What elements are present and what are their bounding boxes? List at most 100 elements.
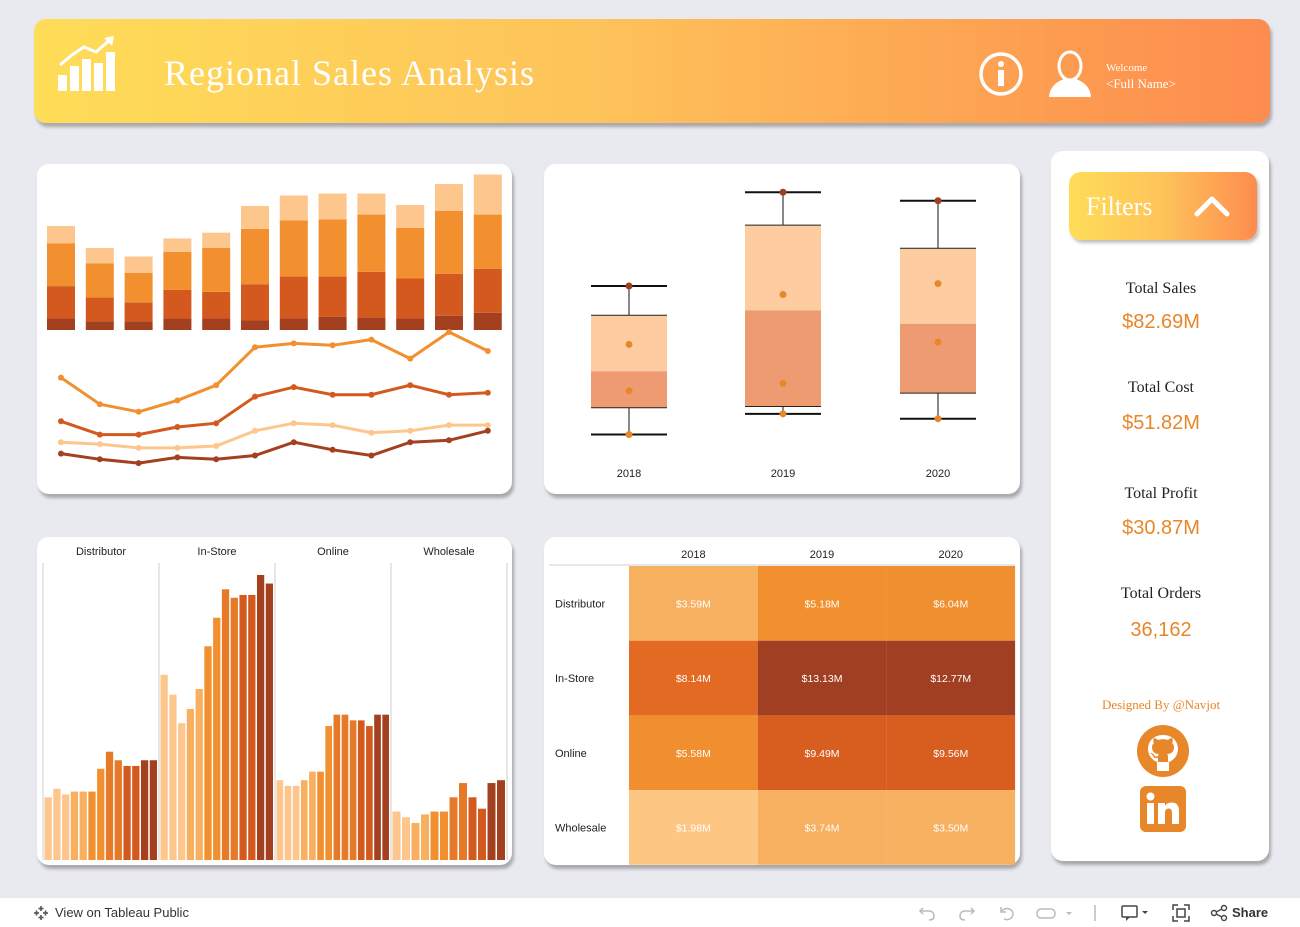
- box-point: [779, 379, 787, 387]
- trend-point: [446, 437, 452, 444]
- box-point: [625, 387, 633, 395]
- box-point: [934, 338, 942, 346]
- info-icon[interactable]: [977, 50, 1025, 98]
- heatmap-cell-label: $3.50M: [933, 822, 968, 834]
- channel-bar: [221, 589, 230, 860]
- trend-point: [135, 408, 142, 415]
- stacked-bar-segment: [202, 247, 231, 292]
- pause-icon[interactable]: [1036, 905, 1076, 921]
- stacked-bar-segment: [435, 273, 463, 316]
- stacked-bar-segment: [396, 205, 425, 228]
- share-icon[interactable]: [1210, 904, 1228, 922]
- stacked-bar-segment: [473, 312, 502, 330]
- trend-point: [329, 422, 336, 429]
- channel-bars-card: Distributor In-Store Online Wholesale: [37, 537, 512, 865]
- channel-bar: [140, 760, 149, 860]
- trend-point: [96, 431, 103, 438]
- trend-point: [135, 460, 142, 467]
- trend-point: [213, 456, 220, 463]
- channel-bar: [497, 780, 505, 860]
- channel-bar: [402, 817, 410, 860]
- stacked-bar-segment: [318, 316, 347, 330]
- stacked-bar-segment: [202, 232, 231, 248]
- box-x-label: 2020: [926, 468, 950, 480]
- channel-bar: [325, 726, 332, 860]
- trend-line: [60, 383, 488, 437]
- trend-point: [58, 418, 64, 425]
- trend-point: [329, 342, 336, 349]
- stacked-bar-segment: [435, 184, 463, 211]
- box-lower: [745, 310, 821, 407]
- channel-bar: [239, 594, 247, 860]
- linkedin-icon[interactable]: [1140, 786, 1186, 832]
- heatmap-cell: [629, 640, 758, 716]
- channel-bar: [97, 768, 105, 860]
- github-icon[interactable]: [1137, 725, 1189, 777]
- stacked-bar-segment: [124, 302, 153, 322]
- chevron-up-icon[interactable]: [1193, 192, 1231, 220]
- heatmap-row-label: In-Store: [555, 673, 594, 685]
- panel-header: Wholesale: [423, 546, 474, 558]
- stacked-bar-segment: [47, 286, 75, 319]
- trend-point: [96, 401, 103, 408]
- trend-point: [329, 446, 336, 453]
- trend-point: [290, 420, 297, 427]
- channel-bar: [292, 785, 300, 860]
- heatmap-column-label: 2019: [810, 549, 834, 561]
- undo-icon[interactable]: [918, 905, 936, 921]
- share-button[interactable]: Share: [1232, 905, 1269, 920]
- channel-bar: [195, 689, 203, 860]
- fullscreen-icon[interactable]: [1172, 904, 1190, 922]
- box-x-label: 2019: [771, 468, 795, 480]
- trend-point: [213, 443, 220, 449]
- trend-point: [484, 422, 491, 429]
- stacked-bar-segment: [47, 318, 75, 330]
- channel-bar: [276, 780, 284, 860]
- tableau-logo-icon: [34, 906, 48, 920]
- channel-bar: [204, 646, 212, 860]
- stacked-bar-segment: [318, 276, 347, 317]
- trend-card: [37, 164, 512, 494]
- revert-icon[interactable]: [998, 905, 1016, 921]
- stacked-bar-segment: [124, 321, 153, 330]
- channel-bar: [309, 771, 316, 860]
- view-on-tableau-link[interactable]: View on Tableau Public: [55, 905, 189, 920]
- kpi-title-profit: Total Profit: [1124, 485, 1198, 502]
- sales-heatmap: 2018 2019 2020 Distributor $3.59M $5.18M $6.04…: [549, 549, 1016, 865]
- stacked-bar-segment: [357, 317, 386, 330]
- page-title: Regional Sales Analysis: [164, 53, 535, 93]
- stacked-bar-segment: [473, 214, 502, 269]
- trend-point: [407, 355, 414, 362]
- box-point: [779, 188, 787, 196]
- channel-bar: [382, 714, 389, 860]
- trend-point: [174, 444, 181, 451]
- channel-bar: [230, 597, 238, 860]
- trend-point: [213, 382, 220, 389]
- filters-label: Filters: [1086, 192, 1153, 221]
- boxplot-chart: 2018 2019 2020: [591, 188, 976, 480]
- stacked-bar-segment: [241, 228, 269, 285]
- stacked-bar-segment: [47, 226, 75, 244]
- welcome-label: Welcome: [1106, 62, 1148, 74]
- filters-button[interactable]: Filters: [1069, 172, 1257, 240]
- comment-icon[interactable]: [1120, 904, 1152, 922]
- box-point: [625, 282, 633, 290]
- box-point: [779, 291, 787, 299]
- stacked-bar-segment: [124, 272, 153, 303]
- stacked-bar-segment: [435, 210, 463, 274]
- stacked-bar-segment: [124, 256, 153, 273]
- trend-point: [174, 397, 181, 404]
- heatmap-column-label: 2020: [939, 549, 963, 561]
- heatmap-cell: [757, 566, 887, 641]
- trend-point: [446, 391, 452, 398]
- trend-point: [58, 374, 64, 381]
- trend-point: [484, 427, 491, 434]
- panel-header: Distributor: [76, 546, 126, 558]
- heatmap-cell: [886, 715, 1016, 791]
- user-name: <Full Name>: [1106, 76, 1176, 91]
- trend-point: [96, 441, 103, 448]
- channel-bar: [265, 583, 273, 860]
- trend-point: [58, 439, 64, 446]
- redo-icon[interactable]: [958, 905, 976, 921]
- heatmap-cell-label: $1.98M: [676, 822, 711, 834]
